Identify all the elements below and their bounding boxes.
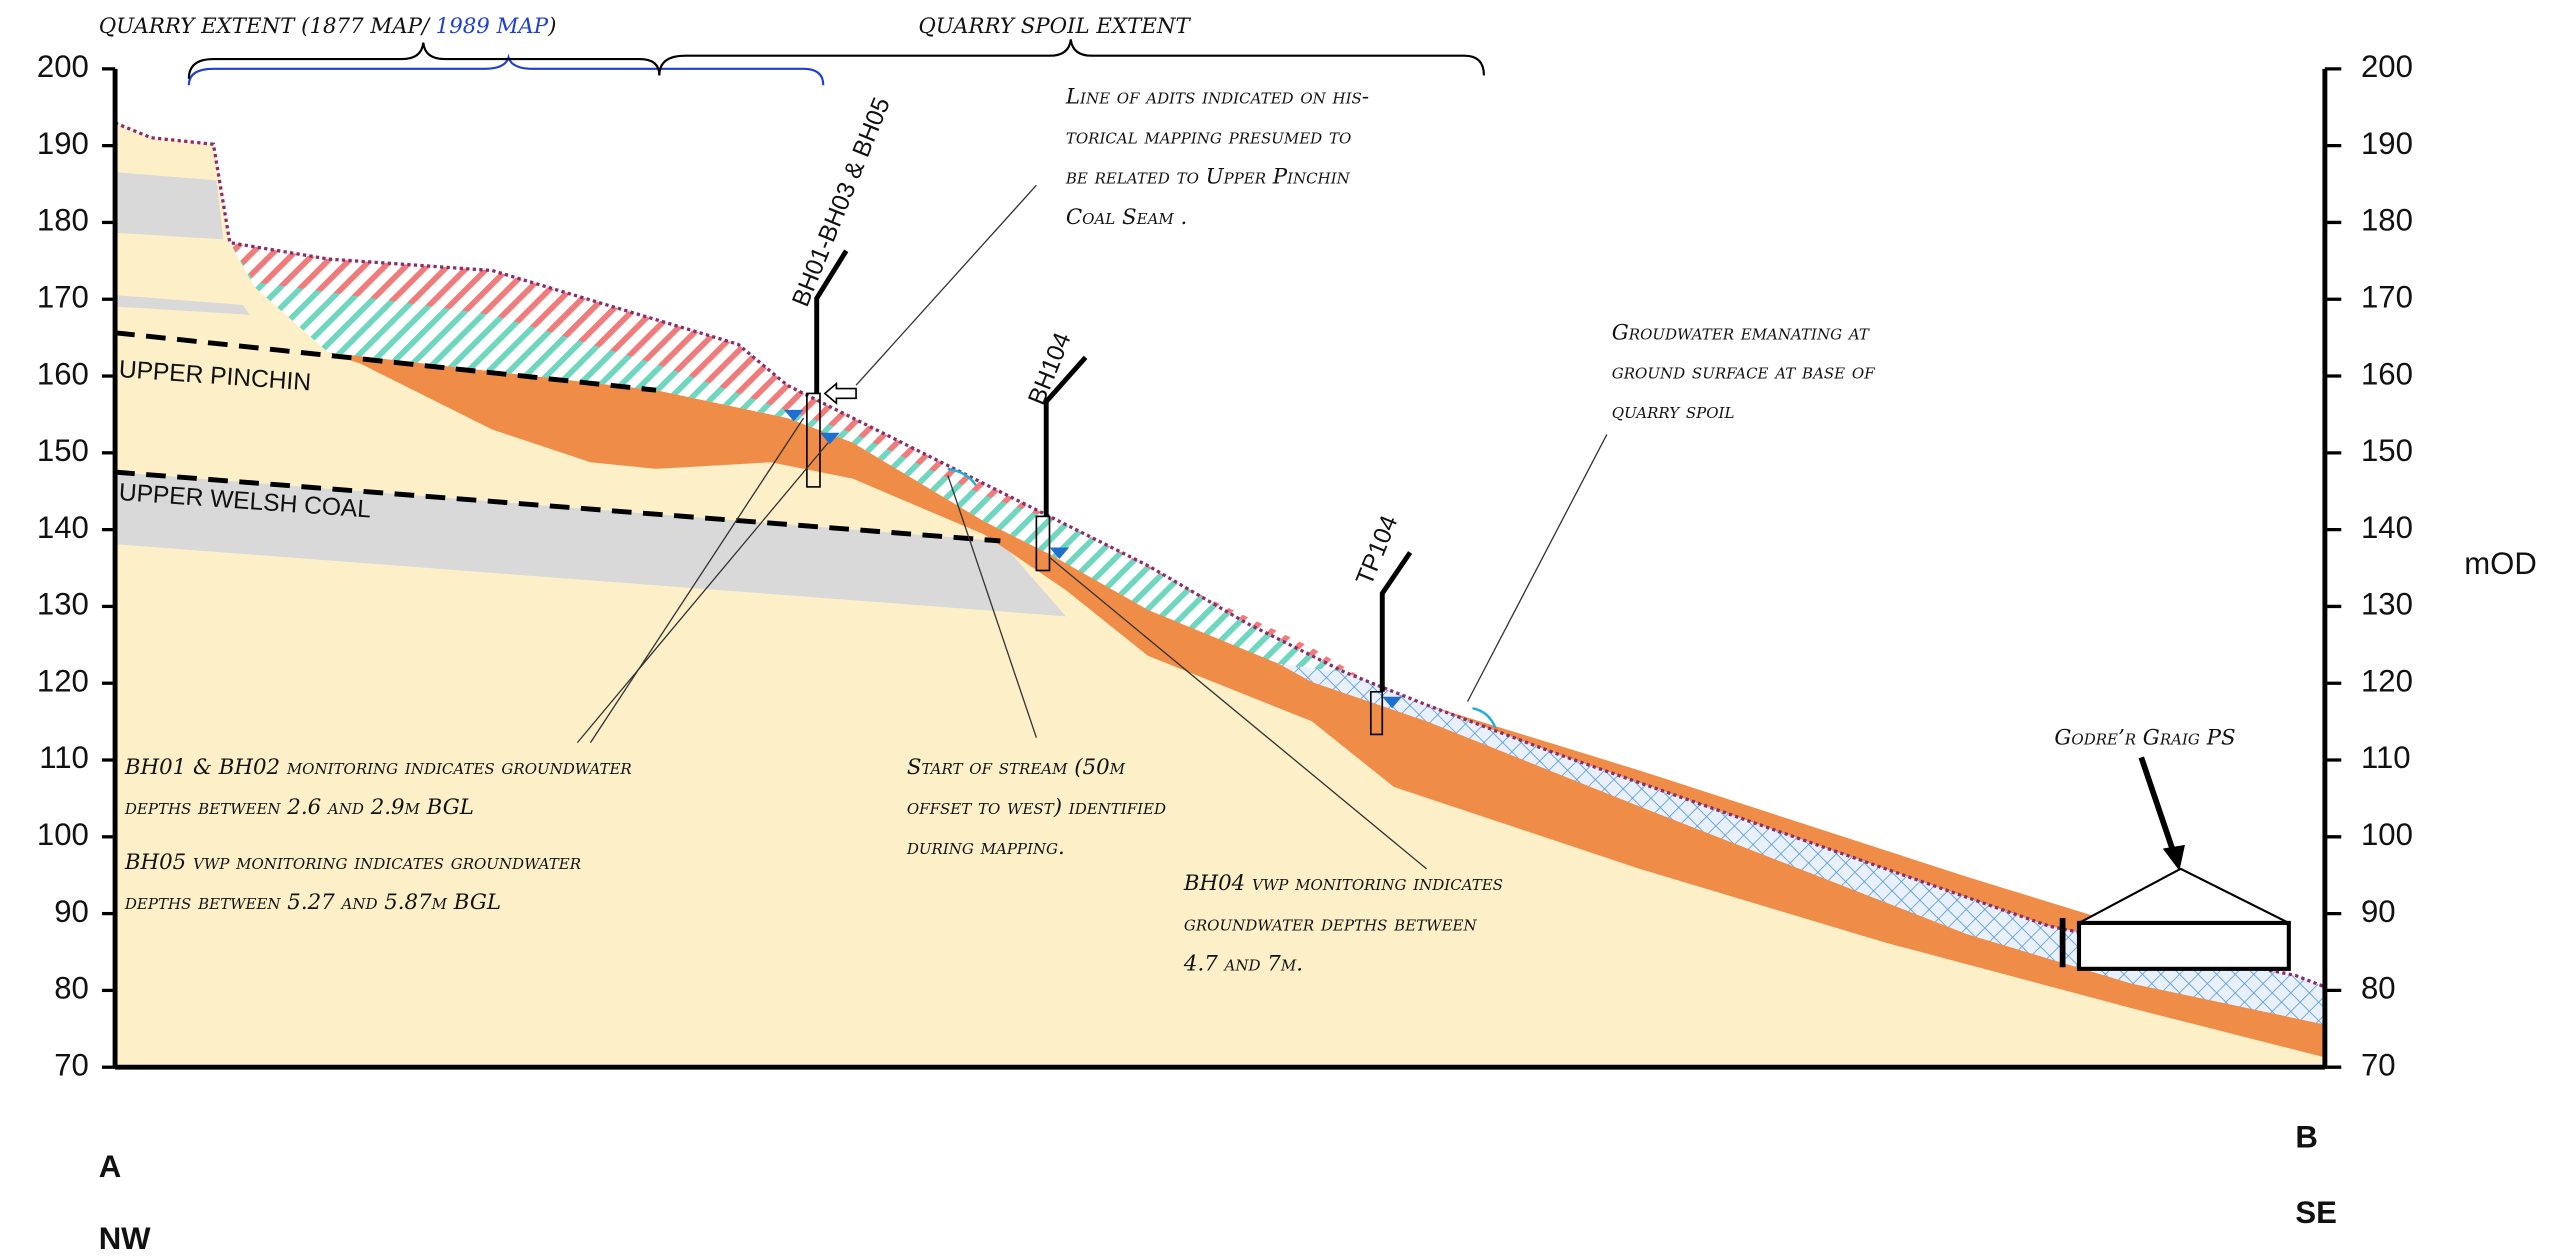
y-tick-label: 140 xyxy=(37,510,89,545)
y-tick-label: 110 xyxy=(39,740,89,775)
ticks: 70 80 90 100 110 120 130 140 150 160 170 180 190 200 7… xyxy=(37,49,2413,1082)
y2-tick-label: 140 xyxy=(2361,510,2413,545)
y-tick-label: 190 xyxy=(37,126,89,161)
annotation: torical mapping presumed to xyxy=(1066,124,1351,149)
annotation: Groudwater emanating at xyxy=(1612,320,1870,345)
y-tick-label: 100 xyxy=(37,817,89,852)
borehole-stick xyxy=(1379,551,1413,692)
borehole xyxy=(806,392,821,488)
water-levels xyxy=(783,409,1402,709)
borehole-label: BH104 xyxy=(1023,329,1076,409)
annotation: Coal Seam . xyxy=(1066,205,1187,230)
y2-tick-label: 120 xyxy=(2361,663,2413,698)
annotation: during mapping. xyxy=(906,835,1065,860)
brace-black xyxy=(187,42,661,79)
y2-tick-label: 90 xyxy=(2361,894,2396,929)
end-label: B xyxy=(2295,1120,2317,1155)
y2-tick-label: 180 xyxy=(2361,203,2413,238)
y2-tick-label: 160 xyxy=(2361,356,2413,391)
annotation: Line of adits indicated on his- xyxy=(1065,84,1369,109)
y-tick-label: 150 xyxy=(37,433,89,468)
strata xyxy=(114,121,2326,1068)
y-tick-label: 130 xyxy=(37,587,89,622)
y-tick-label: 200 xyxy=(37,49,89,84)
adit-arrow xyxy=(823,381,857,406)
annotation: ground surface at base of xyxy=(1612,360,1875,385)
leaders xyxy=(576,184,1608,870)
y2-tick-label: 200 xyxy=(2361,49,2413,84)
y2-tick-label: 100 xyxy=(2361,817,2413,852)
notes: Line of adits indicated on his-torical m… xyxy=(124,84,1875,976)
upper-welsh-coal-line xyxy=(114,469,1001,544)
annotation: offset to west) identified xyxy=(907,795,1166,820)
spoil-red xyxy=(229,242,1394,697)
annotation: quarry spoil xyxy=(1612,399,1735,424)
y2-tick-label: 150 xyxy=(2361,433,2413,468)
brace-black xyxy=(658,39,1485,76)
y-tick-label: 170 xyxy=(37,279,89,314)
brace-blue xyxy=(187,53,825,86)
quarry-extent: QUARRY EXTENT (1877 MAP/1989 MAP) xyxy=(99,14,557,39)
end-label: A xyxy=(99,1149,121,1184)
borehole xyxy=(1369,690,1384,736)
grey-band xyxy=(115,172,224,240)
orange-layer xyxy=(328,352,2325,1058)
y2-tick-label: 190 xyxy=(2361,126,2413,161)
end-direction: SE xyxy=(2295,1195,2337,1230)
y-tick-label: 180 xyxy=(37,203,89,238)
annotation: Start of stream (50m xyxy=(907,755,1126,780)
upper-pinchin-line xyxy=(114,330,657,393)
spoil-teal xyxy=(229,242,1394,697)
annotation: 4.7 and 7m. xyxy=(1183,951,1303,976)
seep xyxy=(1472,706,1497,729)
borehole-label: BH01-BH03 & BH05 xyxy=(787,94,895,311)
y-tick-label: 160 xyxy=(37,356,89,391)
annotation: groundwater depths between xyxy=(1184,911,1478,936)
annotation: depths between 2.6 and 2.9m BGL xyxy=(124,795,474,820)
braces xyxy=(187,39,1485,86)
annotation: be related to Upper Pinchin xyxy=(1065,165,1351,190)
annotation: BH05 vwp monitoring indicates groundwate… xyxy=(124,850,581,875)
y2-tick-label: 110 xyxy=(2361,740,2411,775)
end-direction: NW xyxy=(99,1221,151,1256)
y-tick-label: 120 xyxy=(37,663,89,698)
borehole xyxy=(1035,515,1051,572)
building xyxy=(2059,756,2291,971)
y-tick-label: 80 xyxy=(54,971,89,1006)
borehole-stick xyxy=(1043,355,1088,517)
borehole-stick xyxy=(814,249,849,394)
annotation: BH01 & BH02 monitoring indicates groundw… xyxy=(124,755,632,780)
quarry-spoil-extent: QUARRY SPOIL EXTENT xyxy=(918,14,1191,39)
y-tick-label: 70 xyxy=(54,1047,89,1082)
y2-tick-label: 170 xyxy=(2361,279,2413,314)
axes xyxy=(112,68,2328,1070)
y2-tick-label: 130 xyxy=(2361,587,2413,622)
grey-band xyxy=(115,295,250,315)
annotation: BH04 vwp monitoring indicates xyxy=(1183,871,1503,896)
boreholes xyxy=(783,249,1497,736)
y2-tick-label: 70 xyxy=(2361,1047,2396,1082)
seep xyxy=(947,467,977,486)
ground-surface xyxy=(114,121,2326,989)
y-tick-label: 90 xyxy=(54,894,89,929)
axis-unit: mOD xyxy=(2464,546,2537,581)
upper-welsh-coal-band xyxy=(115,472,1066,617)
building-label: Godre’r Graig PS xyxy=(2054,725,2235,750)
annotation: depths between 5.27 and 5.87m BGL xyxy=(124,890,501,915)
y2-tick-label: 80 xyxy=(2361,971,2396,1006)
